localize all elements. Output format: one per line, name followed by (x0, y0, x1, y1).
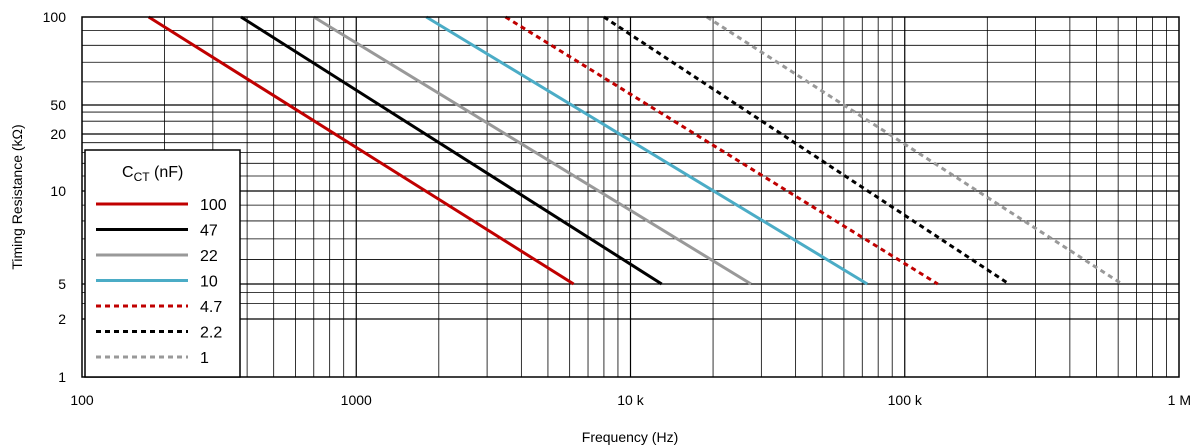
plot-frame (81, 16, 1180, 378)
y-tick-label: 1 (58, 369, 66, 385)
legend-label-1: 1 (200, 350, 209, 367)
x-tick-label: 100 (70, 392, 94, 408)
series-line-10 (425, 15, 869, 286)
series-layer (147, 15, 1123, 286)
y-tick-label: 2 (58, 311, 66, 327)
legend: CCT (nF) 100 47 22 10 4.7 2.2 1 (84, 149, 241, 378)
legend-title: CCT (nF) (122, 164, 183, 184)
series-line-2.2 (603, 15, 1010, 286)
legend-title-sub: CT (134, 170, 151, 184)
legend-label-47: 47 (200, 223, 218, 240)
y-tick-label: 50 (50, 97, 66, 113)
tick-label-layer: 100 1000 10 k 100 k 1 M 100 50 20 10 5 2 1 (43, 9, 1191, 408)
y-tick-label: 100 (43, 9, 67, 25)
legend-label-100: 100 (200, 197, 227, 214)
legend-label-2.2: 2.2 (200, 325, 222, 342)
x-tick-label: 100 k (888, 392, 923, 408)
x-tick-label: 10 k (617, 392, 644, 408)
y-axis-title: Timing Resistance (kΩ) (9, 124, 25, 269)
y-tick-label: 10 (50, 183, 66, 199)
series-line-47 (240, 15, 663, 286)
y-tick-label: 5 (58, 276, 66, 292)
legend-items: 100 47 22 10 4.7 2.2 1 (96, 197, 227, 367)
legend-title-unit: (nF) (150, 164, 184, 181)
legend-box (84, 149, 241, 378)
series-line-1 (706, 15, 1123, 286)
series-line-4.7 (504, 15, 939, 286)
legend-title-main: C (122, 164, 134, 181)
series-line-100 (147, 15, 575, 286)
series-line-22 (313, 15, 752, 286)
legend-label-22: 22 (200, 248, 218, 265)
y-tick-label: 20 (50, 126, 66, 142)
legend-label-10: 10 (200, 274, 218, 291)
x-tick-label: 1000 (341, 392, 372, 408)
x-axis-title: Frequency (Hz) (582, 429, 678, 445)
legend-label-4.7: 4.7 (200, 299, 222, 316)
x-tick-label: 1 M (1168, 392, 1191, 408)
grid-layer (82, 17, 1179, 377)
